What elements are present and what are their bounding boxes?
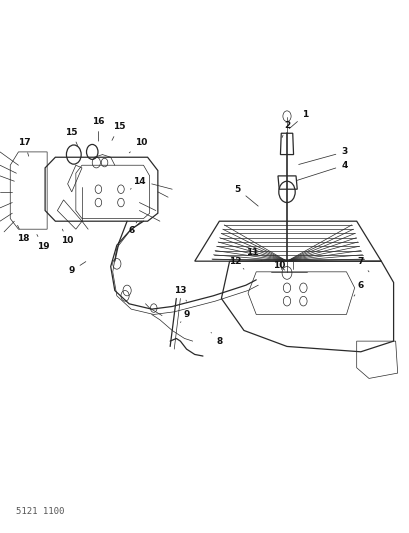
Text: 2: 2 (281, 121, 290, 138)
Text: 15: 15 (65, 128, 78, 146)
Text: 5: 5 (234, 185, 258, 206)
Text: 7: 7 (357, 257, 368, 272)
Text: 12: 12 (229, 257, 243, 269)
Text: 6: 6 (128, 221, 137, 235)
Text: 10: 10 (129, 139, 147, 153)
Text: 10: 10 (272, 261, 284, 270)
Text: 11: 11 (245, 248, 262, 261)
Text: 9: 9 (68, 262, 85, 275)
Text: 16: 16 (92, 117, 104, 141)
Text: 1: 1 (288, 110, 308, 129)
Text: 14: 14 (130, 177, 145, 189)
Text: 8: 8 (211, 333, 222, 345)
Text: 15: 15 (112, 123, 125, 140)
Text: 13: 13 (174, 286, 186, 301)
Text: 18: 18 (18, 225, 30, 243)
Text: 3: 3 (298, 148, 347, 165)
Text: 17: 17 (18, 139, 31, 156)
Text: 4: 4 (296, 161, 347, 180)
Text: 5121 1100: 5121 1100 (16, 507, 64, 516)
Text: 10: 10 (61, 229, 74, 245)
Text: 9: 9 (180, 310, 189, 322)
Text: 19: 19 (37, 235, 49, 251)
Text: 6: 6 (353, 281, 363, 296)
